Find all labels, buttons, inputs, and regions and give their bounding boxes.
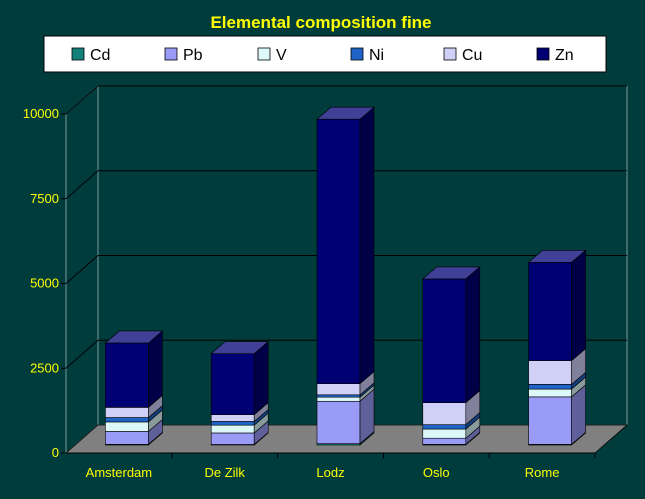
x-tick-label: Amsterdam — [86, 465, 152, 480]
legend-label: Pb — [183, 47, 203, 64]
chart-title: Elemental composition fine — [210, 13, 431, 32]
bar-front — [528, 396, 572, 445]
y-tick-label: 10000 — [23, 106, 59, 121]
legend-item-v: V — [257, 47, 287, 64]
legend-item-cd: Cd — [71, 47, 110, 64]
bar-stack-rome — [527, 249, 587, 446]
bar-segment-v — [422, 416, 481, 439]
bar-front — [316, 118, 361, 384]
legend-box — [43, 35, 607, 73]
plot-area: 0 2500 5000 7500 10000 Amsterdam De Zilk Lodz O… — [23, 84, 629, 480]
bar-top — [527, 249, 587, 263]
bar-front — [316, 394, 361, 398]
bar-side — [359, 106, 375, 385]
legend-label: Zn — [555, 47, 574, 64]
legend-item-cu: Cu — [443, 47, 482, 64]
legend-swatch — [71, 47, 85, 61]
legend-label: Cu — [462, 47, 482, 64]
legend-items: Cd Pb V Ni Cu Zn — [71, 47, 574, 64]
legend-label: V — [276, 47, 287, 64]
bar-segment-pb — [105, 418, 163, 445]
bar-segment-zn — [528, 249, 586, 362]
bar-front — [528, 388, 572, 398]
bar-front — [210, 432, 255, 445]
legend-swatch — [443, 47, 457, 61]
x-tick-label: De Zilk — [204, 465, 245, 480]
y-axis-ticks: 0 2500 5000 7500 10000 — [23, 106, 66, 460]
bar-front — [105, 417, 149, 423]
legend: Cd Pb V Ni Cu Zn — [43, 35, 607, 73]
bar-segment-zn — [210, 340, 269, 416]
bar-side — [571, 249, 586, 362]
bar-top — [421, 266, 481, 280]
legend-item-pb: Pb — [164, 47, 203, 64]
bar-front — [422, 424, 467, 430]
bar-front — [422, 402, 467, 425]
bar-front — [528, 384, 572, 390]
legend-item-zn: Zn — [536, 47, 574, 64]
y-tick-label: 0 — [52, 445, 59, 460]
gridline-side-2500 — [65, 339, 99, 369]
bar-stack-oslo — [421, 266, 481, 446]
legend-label: Ni — [369, 47, 384, 64]
bar-stack-lodz — [316, 106, 375, 446]
bar-segment-ni — [422, 412, 481, 430]
bar-front — [528, 360, 572, 385]
legend-swatch — [257, 47, 271, 61]
bar-front — [210, 421, 255, 426]
bar-side — [148, 330, 163, 409]
bar-top — [316, 106, 375, 120]
bar-front — [316, 383, 361, 396]
y-tick-label: 5000 — [30, 276, 59, 291]
gridline-side-5000 — [65, 255, 99, 284]
bar-top — [210, 341, 270, 354]
x-tick-label: Oslo — [423, 465, 450, 480]
bar-front — [316, 400, 361, 444]
bar-front — [316, 396, 361, 402]
legend-swatch — [164, 47, 178, 61]
bar-top — [104, 330, 164, 344]
bar-front — [105, 431, 149, 445]
legend-item-ni: Ni — [350, 47, 384, 64]
x-tick-label: Rome — [525, 465, 560, 480]
bar-front — [210, 424, 255, 434]
y-tick-label: 7500 — [30, 191, 59, 206]
bar-front — [210, 414, 255, 422]
y-tick-label: 2500 — [30, 360, 59, 375]
bar-front — [105, 421, 149, 432]
legend-swatch — [350, 47, 364, 61]
bar-front — [105, 407, 149, 418]
x-axis-ticks: Amsterdam De Zilk Lodz Oslo Rome — [66, 452, 596, 480]
bar-segment-zn — [422, 266, 481, 404]
legend-label: Cd — [90, 47, 110, 64]
bar-segment-pb — [316, 388, 375, 445]
bar-stack-amsterdam — [104, 330, 164, 446]
bar-segment-zn — [316, 106, 375, 385]
x-tick-label: Lodz — [316, 465, 344, 480]
gridline-side-10000 — [65, 85, 99, 115]
bar-front — [422, 437, 467, 445]
bar-front — [422, 428, 467, 439]
bar-front — [105, 342, 149, 408]
gridline-side-7500 — [65, 170, 99, 200]
bars — [104, 106, 587, 446]
bar-front — [422, 278, 467, 403]
bar-front — [210, 353, 255, 415]
bar-side — [465, 266, 481, 404]
bar-stack-de-zilk — [210, 340, 270, 446]
bar-segment-pb — [528, 384, 586, 445]
bar-side — [253, 340, 269, 416]
bar-segment-zn — [105, 330, 163, 409]
legend-swatch — [536, 47, 550, 61]
bar-front — [528, 261, 572, 361]
